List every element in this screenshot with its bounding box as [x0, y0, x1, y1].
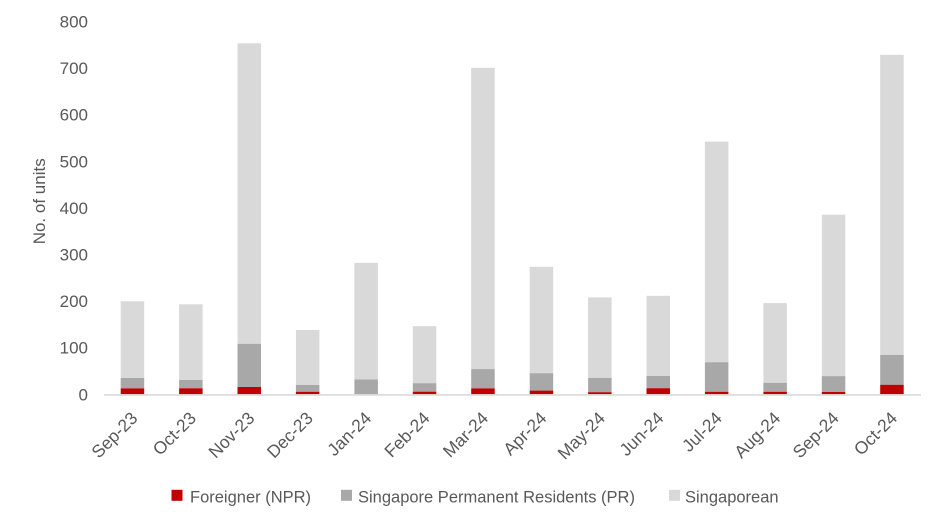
svg-text:Foreigner (NPR): Foreigner (NPR)	[190, 488, 311, 506]
svg-text:700: 700	[60, 59, 88, 78]
svg-text:0: 0	[79, 385, 88, 404]
svg-text:No. of units: No. of units	[30, 158, 49, 244]
svg-text:600: 600	[60, 106, 88, 125]
svg-text:Singapore Permanent Residents: Singapore Permanent Residents (PR)	[358, 488, 635, 506]
svg-text:Singaporean: Singaporean	[685, 488, 779, 506]
svg-text:200: 200	[60, 292, 88, 311]
svg-text:800: 800	[60, 13, 88, 32]
svg-text:100: 100	[60, 339, 88, 358]
svg-text:400: 400	[60, 199, 88, 218]
svg-text:300: 300	[60, 246, 88, 265]
svg-text:500: 500	[60, 152, 88, 171]
